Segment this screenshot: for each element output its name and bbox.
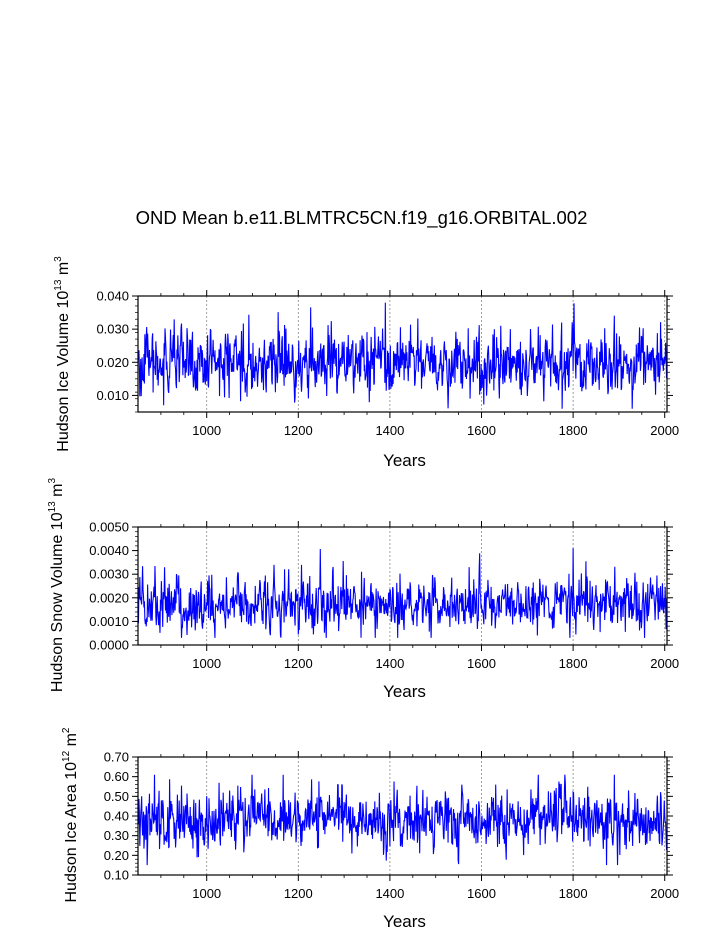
series-line-ice-area xyxy=(137,774,668,866)
x-axis-title: Years xyxy=(383,682,426,701)
y-tick-label: 0.0040 xyxy=(89,543,129,558)
x-tick-label: 1200 xyxy=(284,656,313,671)
y-tick-label: 0.70 xyxy=(104,750,129,765)
y-axis-title: Hudson Ice Volume 1013 m3 xyxy=(53,256,72,452)
y-tick-label: 0.40 xyxy=(104,809,129,824)
panel-ice-volume: 1000 1200 1400 1600 1800 2000 0.010 0.020 0.030 0… xyxy=(53,256,679,470)
y-tick-label: 0.50 xyxy=(104,789,129,804)
x-tick-label: 1600 xyxy=(467,423,496,438)
x-tick-label: 1800 xyxy=(559,656,588,671)
y-tick-label: 0.0030 xyxy=(89,567,129,582)
x-tick-label: 1400 xyxy=(375,423,404,438)
y-axis-title: Hudson Snow Volume 1013 m3 xyxy=(47,477,66,692)
x-tick-label: 1200 xyxy=(284,886,313,901)
series-line-snow-volume xyxy=(137,548,668,638)
chart-title: OND Mean b.e11.BLMTRC5CN.f19_g16.ORBITAL… xyxy=(135,207,588,228)
y-tick-label: 0.040 xyxy=(96,289,129,304)
y-tick-label: 0.0050 xyxy=(89,520,129,535)
y-tick-label: 0.030 xyxy=(96,322,129,337)
y-tick-label: 0.0020 xyxy=(89,590,129,605)
plot-frame xyxy=(137,295,668,413)
y-tick-label: 0.10 xyxy=(104,868,129,883)
y-tick-label: 0.020 xyxy=(96,355,129,370)
x-tick-label: 1000 xyxy=(192,656,221,671)
x-tick-label: 1600 xyxy=(467,656,496,671)
x-tick-label: 1400 xyxy=(375,656,404,671)
x-tick-label: 1600 xyxy=(467,886,496,901)
x-tick-label: 2000 xyxy=(650,656,679,671)
x-tick-label: 1000 xyxy=(192,886,221,901)
y-tick-label: 0.010 xyxy=(96,388,129,403)
x-tick-label: 2000 xyxy=(650,886,679,901)
panel-snow-volume: 1000 1200 1400 1600 1800 2000 0.0000 0.0010 0.00… xyxy=(47,477,679,701)
y-tick-label: 0.60 xyxy=(104,769,129,784)
y-axis-title: Hudson Ice Area 1012 m2 xyxy=(61,727,80,902)
x-tick-label: 2000 xyxy=(650,423,679,438)
x-tick-label: 1800 xyxy=(559,423,588,438)
y-tick-label: 0.30 xyxy=(104,828,129,843)
y-tick-label: 0.20 xyxy=(104,848,129,863)
x-axis-title: Years xyxy=(383,451,426,470)
y-tick-label: 0.0000 xyxy=(89,638,129,653)
series-line-ice-volume xyxy=(137,302,668,409)
x-tick-label: 1400 xyxy=(375,886,404,901)
x-axis-title: Years xyxy=(383,912,426,931)
plot-frame xyxy=(137,526,668,646)
x-tick-label: 1000 xyxy=(192,423,221,438)
x-tick-label: 1800 xyxy=(559,886,588,901)
x-tick-label: 1200 xyxy=(284,423,313,438)
y-tick-label: 0.0010 xyxy=(89,614,129,629)
panel-ice-area: 1000 1200 1400 1600 1800 2000 0.10 0.20 0.30 0.40… xyxy=(61,727,679,931)
